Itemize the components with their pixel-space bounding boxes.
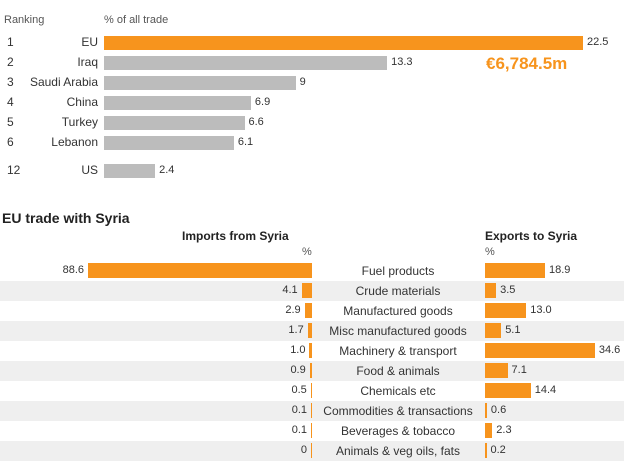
country-value: 9 xyxy=(299,76,306,88)
exports-unit: % xyxy=(485,246,495,258)
exports-bar xyxy=(485,403,487,418)
imports-bar xyxy=(88,263,312,278)
ranking-number: 3 xyxy=(7,75,14,89)
exports-bar xyxy=(485,443,487,458)
imports-value: 0.1 xyxy=(291,404,307,416)
imports-value: 2.9 xyxy=(285,304,301,316)
country-value: 2.4 xyxy=(159,164,175,176)
country-bar xyxy=(104,56,388,70)
exports-bar xyxy=(485,303,527,318)
ranking-number: 2 xyxy=(7,55,14,69)
country-label: Iraq xyxy=(77,55,98,69)
exports-header: Exports to Syria xyxy=(485,229,578,243)
country-value: 6.1 xyxy=(237,136,254,148)
imports-value: 88.6 xyxy=(62,264,84,276)
ranking-number: 12 xyxy=(7,163,21,177)
row-stripe xyxy=(0,361,624,381)
exports-bar xyxy=(485,383,531,398)
imports-bar xyxy=(311,423,312,438)
country-value: 6.9 xyxy=(254,96,271,108)
pct-header: % of all trade xyxy=(104,14,169,26)
imports-bar xyxy=(309,363,312,378)
exports-bar xyxy=(485,323,502,338)
exports-value: 2.3 xyxy=(496,424,512,436)
exports-value: 5.1 xyxy=(505,324,521,336)
row-stripe xyxy=(0,281,624,301)
exports-value: 14.4 xyxy=(534,384,557,396)
ranking-header: Ranking xyxy=(4,14,45,26)
exports-value: 13.0 xyxy=(530,304,552,316)
exports-value: 34.6 xyxy=(598,344,621,356)
category-label: Animals & veg oils, fats xyxy=(335,444,461,458)
imports-bar xyxy=(307,323,312,338)
imports-header: Imports from Syria xyxy=(182,229,289,243)
exports-value: 3.5 xyxy=(500,284,516,296)
category-label: Beverages & tobacco xyxy=(340,424,456,438)
imports-bar xyxy=(311,403,312,418)
exports-bar xyxy=(485,283,497,298)
category-label: Machinery & transport xyxy=(339,344,457,358)
country-bar xyxy=(104,96,251,110)
ranking-number: 4 xyxy=(7,95,14,109)
imports-unit: % xyxy=(302,246,312,258)
category-label: Misc manufactured goods xyxy=(329,324,467,338)
imports-value: 0.9 xyxy=(290,364,306,376)
country-label: Lebanon xyxy=(51,135,98,149)
ranking-number: 1 xyxy=(7,35,14,49)
category-label: Manufactured goods xyxy=(343,304,453,318)
country-bar xyxy=(104,116,245,130)
country-bar xyxy=(104,76,296,90)
country-value: 22.5 xyxy=(587,36,609,48)
exports-bar xyxy=(485,263,545,278)
exports-value: 0.2 xyxy=(490,444,506,456)
imports-value: 0 xyxy=(300,444,307,456)
imports-value: 0.1 xyxy=(291,424,307,436)
category-label: Crude materials xyxy=(355,284,441,298)
imports-bar xyxy=(301,283,312,298)
country-value: 6.6 xyxy=(248,116,264,128)
exports-bar xyxy=(485,363,508,378)
exports-value: 0.6 xyxy=(490,404,507,416)
imports-value: 4.1 xyxy=(282,284,298,296)
imports-value: 1.0 xyxy=(290,344,306,356)
row-stripe xyxy=(0,401,624,421)
country-label: Saudi Arabia xyxy=(29,75,98,89)
imports-bar xyxy=(304,303,312,318)
category-label: Commodities & transactions xyxy=(323,404,473,418)
country-bar xyxy=(104,164,156,178)
imports-bar xyxy=(309,343,312,358)
category-label: Chemicals etc xyxy=(360,384,436,398)
imports-bar xyxy=(310,383,312,398)
exports-value: 7.1 xyxy=(511,364,527,376)
ranking-number: 6 xyxy=(7,135,14,149)
country-value: 13.3 xyxy=(391,56,413,68)
exports-bar xyxy=(485,423,493,438)
country-bar xyxy=(104,36,583,50)
eu-trade-title: EU trade with Syria xyxy=(2,210,130,226)
exports-bar xyxy=(485,343,595,358)
eu-trade-value: €6,784.5m xyxy=(486,54,568,73)
row-stripe xyxy=(0,321,624,341)
category-label: Food & animals xyxy=(356,364,440,378)
country-label: China xyxy=(66,95,98,109)
row-stripe xyxy=(0,441,624,461)
country-label: US xyxy=(81,163,98,177)
country-label: Turkey xyxy=(61,115,98,129)
exports-value: 18.9 xyxy=(549,264,571,276)
country-label: EU xyxy=(81,35,98,49)
category-label: Fuel products xyxy=(361,264,435,278)
imports-value: 0.5 xyxy=(291,384,307,396)
imports-value: 1.7 xyxy=(288,324,304,336)
country-bar xyxy=(104,136,234,150)
ranking-number: 5 xyxy=(7,115,14,129)
imports-bar xyxy=(311,443,312,458)
